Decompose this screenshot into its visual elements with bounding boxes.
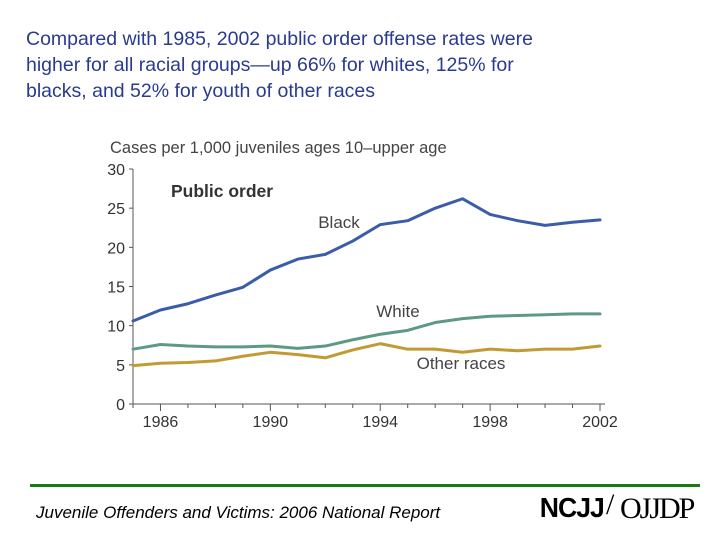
y-tick-label-0: 0 [116,397,125,414]
series-line-black [131,197,602,323]
y-tick-label-25: 25 [107,201,125,218]
y-tick-label-15: 15 [107,280,125,297]
tick-labels: 0 5 10 15 20 25 30 1986 1990 1994 1998 2002 [107,162,618,431]
y-tick-label-5: 5 [116,358,125,375]
y-tick-label-20: 20 [107,240,125,257]
ojjdp-logo: OJJDP [620,492,695,525]
series-label-black: Black [318,213,360,232]
series-label-other-races: Other races [417,354,506,373]
x-tick-label-2002: 2002 [582,414,618,431]
chart-title: Public order [171,181,273,201]
headline-line-3: blacks, and 52% for youth of other races [26,80,376,102]
footer-rule [30,484,700,487]
series-lines [131,197,602,368]
y-tick-label-10: 10 [107,319,125,336]
series-label-white: White [376,302,419,321]
x-tick-label-1986: 1986 [143,414,179,431]
ncjj-logo: NCJJ [539,492,605,523]
series-labels: Black White Other races [318,213,505,373]
y-axis-label: Cases per 1,000 juveniles ages 10–upper … [110,139,447,157]
x-tick-label-1994: 1994 [362,414,398,431]
series-line-other-races [131,342,602,368]
logo-slash: / [606,488,615,521]
x-tick-label-1990: 1990 [253,414,289,431]
y-tick-label-30: 30 [107,162,125,179]
x-tick-label-1998: 1998 [472,414,508,431]
headline-line-1: Compared with 1985, 2002 public order of… [26,28,533,50]
headline-line-2: higher for all racial groups—up 66% for … [26,54,514,76]
axes [129,168,605,411]
footer-title: Juvenile Offenders and Victims: 2006 Nat… [36,503,441,522]
public-order-chart: Cases per 1,000 juveniles ages 10–upper … [107,139,618,431]
headline: Compared with 1985, 2002 public order of… [26,26,686,104]
series-line-white [131,312,602,351]
